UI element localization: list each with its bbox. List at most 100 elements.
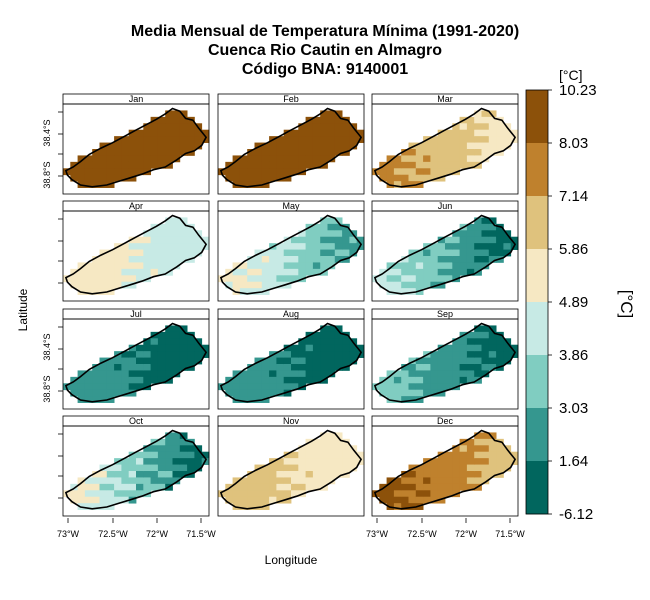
heatmap-cell xyxy=(239,168,248,176)
heatmap-cell xyxy=(225,496,233,504)
heatmap-cell xyxy=(179,256,188,263)
heatmap-cell xyxy=(157,223,166,231)
heatmap-cell xyxy=(261,490,270,498)
heatmap-cell xyxy=(327,243,336,250)
heatmap-cell xyxy=(269,376,277,384)
heatmap-cell xyxy=(386,483,395,491)
heatmap-cell xyxy=(261,275,270,283)
heatmap-cell xyxy=(466,331,475,339)
heatmap-cell xyxy=(247,483,255,491)
heatmap-cell xyxy=(77,168,86,176)
heatmap-cell xyxy=(312,370,321,378)
heatmap-cell xyxy=(423,364,431,371)
heatmap-cell xyxy=(128,275,137,283)
heatmap-cell xyxy=(481,445,490,453)
heatmap-cell xyxy=(379,376,387,384)
heatmap-cell xyxy=(106,357,115,365)
heatmap-cell xyxy=(481,116,490,124)
heatmap-cell xyxy=(379,174,387,182)
heatmap-cell xyxy=(136,161,144,169)
heatmap-cell xyxy=(150,129,159,137)
heatmap-cell xyxy=(70,281,78,289)
heatmap-cell xyxy=(437,168,446,176)
heatmap-cell xyxy=(474,344,482,352)
heatmap-cell xyxy=(474,458,482,465)
heatmap-cell xyxy=(172,458,181,465)
heatmap-cell xyxy=(503,451,512,459)
map-panel-jul: Jul xyxy=(62,308,210,410)
heatmap-cell xyxy=(157,471,166,478)
heatmap-cell xyxy=(99,268,108,276)
heatmap-cell xyxy=(150,149,159,156)
heatmap-cell xyxy=(496,230,504,238)
heatmap-cell xyxy=(136,464,144,472)
heatmap-cell xyxy=(179,116,188,124)
heatmap-cell xyxy=(503,236,512,244)
heatmap-cell xyxy=(481,458,490,465)
heatmap-cell xyxy=(261,389,270,397)
heatmap-cell xyxy=(291,458,299,465)
panel-frame xyxy=(217,103,365,195)
heatmap-cell xyxy=(298,249,306,257)
heatmap-cell xyxy=(172,351,181,358)
heatmap-cell xyxy=(261,268,270,276)
heatmap-cell xyxy=(393,268,402,276)
heatmap-cell xyxy=(481,351,490,358)
heatmap-cell xyxy=(327,249,336,257)
heatmap-cell xyxy=(232,174,241,182)
heatmap-cell xyxy=(496,445,504,453)
heatmap-cell xyxy=(283,344,292,352)
heatmap-cell xyxy=(452,230,460,238)
heatmap-cell xyxy=(437,370,446,378)
heatmap-cell xyxy=(393,396,402,403)
heatmap-cell xyxy=(136,364,144,371)
heatmap-cell xyxy=(291,161,299,169)
heatmap-cell xyxy=(157,123,166,131)
heatmap-cell xyxy=(503,129,512,137)
heatmap-cell xyxy=(312,161,321,169)
heatmap-cell xyxy=(106,376,115,384)
heatmap-cell xyxy=(298,477,306,485)
heatmap-cell xyxy=(106,256,115,263)
heatmap-cell xyxy=(488,471,497,478)
heatmap-cell xyxy=(327,123,336,131)
heatmap-cell xyxy=(92,383,100,391)
heatmap-cell xyxy=(291,464,299,472)
heatmap-cell xyxy=(305,243,314,250)
heatmap-cell xyxy=(430,256,439,263)
heatmap-cell xyxy=(136,275,144,283)
heatmap-cell xyxy=(452,262,460,270)
heatmap-cell xyxy=(157,256,166,263)
heatmap-cell xyxy=(165,445,173,453)
heatmap-cell xyxy=(254,262,263,270)
heatmap-cell xyxy=(121,389,130,397)
heatmap-cell xyxy=(415,168,424,176)
heatmap-cell xyxy=(386,370,395,378)
heatmap-cell xyxy=(466,370,475,378)
heatmap-cell xyxy=(239,281,248,289)
heatmap-cell xyxy=(128,168,137,176)
heatmap-cell xyxy=(320,464,328,472)
heatmap-cell xyxy=(143,155,151,163)
heatmap-cell xyxy=(261,168,270,176)
heatmap-cell xyxy=(459,376,468,384)
heatmap-cell xyxy=(334,123,343,131)
heatmap-cell xyxy=(92,483,100,491)
heatmap-cell xyxy=(84,161,93,169)
heatmap-cell xyxy=(157,136,166,143)
heatmap-cell xyxy=(172,230,181,238)
panel-month-label: May xyxy=(282,201,300,211)
heatmap-cell xyxy=(143,236,151,244)
heatmap-cell xyxy=(423,471,431,478)
heatmap-cell xyxy=(437,477,446,485)
heatmap-cell xyxy=(254,503,263,510)
heatmap-cell xyxy=(261,281,270,289)
heatmap-cell xyxy=(276,370,285,378)
heatmap-cell xyxy=(466,136,475,143)
heatmap-cell xyxy=(445,256,453,263)
heatmap-cell xyxy=(269,149,277,156)
heatmap-cell xyxy=(269,483,277,491)
heatmap-cell xyxy=(128,155,137,163)
heatmap-cell xyxy=(261,464,270,472)
axis-ticks: 73°W 72.5°W 72°W 71.5°W 73°W 72.5°W 72°W… xyxy=(42,111,525,539)
